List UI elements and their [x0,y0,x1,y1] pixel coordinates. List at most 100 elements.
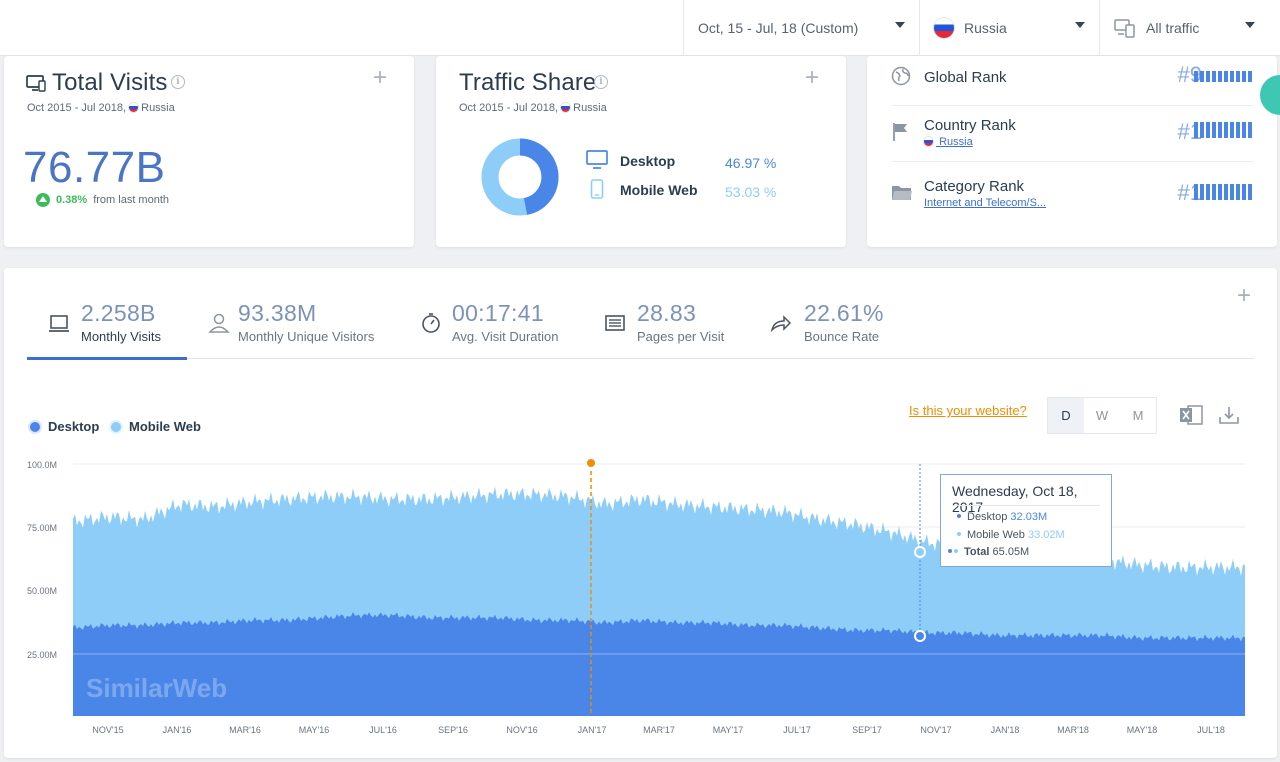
tooltip-mobile-row: Mobile Web 33.02M [957,529,1065,541]
x-tick-label: MAY'17 [712,725,744,735]
bounce-arrow-icon [770,315,792,333]
russia-flag-icon [924,137,933,146]
add-widget-icon[interactable]: + [373,64,388,91]
tooltip-divider [952,505,1100,506]
website-claim-link[interactable]: Is this your website? [909,403,1027,418]
country-dropdown[interactable]: Russia [919,0,1099,56]
visits-chart[interactable]: SimilarWeb [0,450,1280,725]
country-value: Russia [964,20,1007,36]
desktop-icon [586,150,608,169]
total-visits-title: Total Visits [52,69,168,96]
tab-visit-duration[interactable]: 00:17:41 Avg. Visit Duration [452,300,558,344]
excel-export-icon[interactable] [1179,404,1203,426]
series-dot [954,549,958,553]
monitor-icon [49,315,69,332]
user-icon [208,313,230,333]
chart-tooltip: Wednesday, Oct 18, 2017 Desktop 32.03M M… [940,474,1112,567]
x-tick-label: MAR'18 [1057,725,1089,735]
tooltip-total-row: Total 65.05M [948,546,1029,558]
russia-flag-icon [934,18,954,38]
tab-monthly-visits[interactable]: 2.258B Monthly Visits [81,300,161,344]
similarweb-watermark: SimilarWeb [86,673,227,703]
y-tick-label: 100.0M [27,460,58,470]
date-range-value: Oct, 15 - Jul, 18 (Custom) [698,20,859,36]
category-rank-label: Category Rank [924,178,1025,195]
devices-icon [1114,19,1135,38]
visits-change: 0.38% from last month [36,193,169,207]
mobile-icon [590,179,604,199]
date-range-dropdown[interactable]: Oct, 15 - Jul, 18 (Custom) [683,0,919,56]
x-tick-label: MAY'18 [1126,725,1158,735]
granularity-day[interactable]: D [1048,398,1084,433]
metric-label: Pages per Visit [637,329,725,344]
metric-value: 00:17:41 [452,300,544,326]
category-rank-row: Category Rank Internet and Telecom/S... … [888,178,1258,218]
x-tick-label: JUL'16 [369,725,397,735]
granularity-month[interactable]: M [1132,408,1144,423]
traffic-share-subtitle: Oct 2015 - Jul 2018, Russia [459,102,607,114]
traffic-value: All traffic [1146,20,1200,36]
tab-unique-visitors[interactable]: 93.38M Monthly Unique Visitors [238,300,374,344]
x-tick-label: NOV'15 [92,725,124,735]
tab-pages-per-visit[interactable]: 28.83 Pages per Visit [637,300,724,344]
series-dot [957,514,961,518]
metric-label: Bounce Rate [804,329,880,344]
metric-label: Monthly Visits [81,329,161,344]
info-icon[interactable]: i [594,75,608,89]
metric-label: Monthly Unique Visitors [238,329,375,344]
total-visits-subtitle: Oct 2015 - Jul 2018, Russia [27,102,175,114]
tabs-divider [27,358,1254,359]
x-tick-label: JAN'18 [990,725,1020,735]
chevron-down-icon [1075,22,1085,28]
y-tick-label: 75.00M [27,523,58,533]
metric-value: 28.83 [637,300,697,326]
x-tick-label: SEP'16 [438,725,468,735]
add-widget-icon[interactable]: + [805,64,820,91]
traffic-dropdown[interactable]: All traffic [1099,0,1269,56]
granularity-week[interactable]: W [1095,408,1109,423]
donut-desktop-slice [481,138,559,216]
x-tick-label: JUL'17 [783,725,811,735]
download-icon[interactable] [1218,405,1240,425]
active-tab-indicator [27,357,187,360]
metric-value: 2.258B [81,300,156,326]
desktop-share-value: 46.97 % [725,155,777,171]
series-dot [948,549,952,553]
legend-mobile[interactable]: Mobile Web [111,419,201,434]
country-rank-label: Country Rank [924,117,1016,134]
legend-dot [30,421,40,432]
category-rank-bars [1194,184,1252,200]
ranks-card [867,56,1277,247]
x-tick-label: JUL'18 [1197,725,1225,735]
total-visits-value: 76.77B [23,143,166,192]
change-percent: 0.38% [56,194,88,206]
x-tick-label: NOV'16 [506,725,538,735]
russia-flag-icon [129,103,139,112]
legend-dot [111,421,121,432]
desktop-icon [26,75,46,92]
arrow-up-icon [36,193,50,207]
desktop-share-label: Desktop [620,153,676,169]
folder-icon [892,186,912,200]
total-visits-card [4,56,414,247]
tab-bounce-rate[interactable]: 22.61% Bounce Rate [804,300,884,344]
info-icon[interactable]: i [171,75,185,89]
chevron-down-icon [1245,22,1255,28]
granularity-switch: D W M [1047,397,1157,434]
pages-icon [605,315,625,331]
stopwatch-icon [422,313,440,333]
country-rank-link[interactable]: Russia [924,136,973,148]
x-tick-label: JAN'17 [577,725,607,735]
global-rank-bars [1194,66,1252,82]
category-rank-link[interactable]: Internet and Telecom/S... [924,197,1047,209]
mobile-share-value: 53.03 % [725,184,777,200]
add-widget-icon[interactable]: + [1237,282,1252,309]
divider [892,105,1254,106]
feedback-button[interactable] [1260,75,1280,115]
hover-point-desktop [914,630,926,642]
legend-desktop[interactable]: Desktop [30,419,99,434]
hover-point-total [914,546,926,558]
annotation-marker[interactable] [585,457,597,469]
global-rank-label: Global Rank [924,69,1007,86]
series-dot [957,532,961,536]
